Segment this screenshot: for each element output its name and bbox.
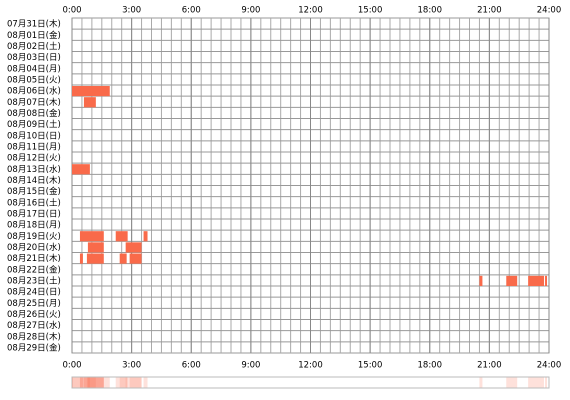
row-label: 07月31日(木): [7, 19, 61, 30]
activity-bar: [119, 253, 127, 264]
summary-bar: [79, 377, 83, 388]
x-tick-label-bottom: 12:00: [298, 361, 323, 371]
row-label: 08月15日(金): [7, 186, 61, 197]
activity-bar: [87, 242, 104, 253]
x-tick-label-top: 3:00: [122, 6, 141, 16]
activity-bar: [86, 253, 104, 264]
activity-bar: [479, 275, 483, 286]
x-tick-label-bottom: 18:00: [418, 361, 443, 371]
x-tick-label-top: 6:00: [182, 6, 201, 16]
x-tick-label-bottom: 15:00: [358, 361, 383, 371]
activity-bar: [72, 86, 110, 97]
x-tick-label-top: 24:00: [537, 6, 562, 16]
summary-bar: [125, 377, 142, 388]
row-label: 08月19日(火): [7, 232, 61, 242]
row-label: 08月09日(土): [7, 119, 61, 130]
x-tick-label-top: 9:00: [241, 6, 260, 16]
row-label: 08月14日(木): [7, 175, 61, 186]
row-label: 08月11日(月): [7, 142, 61, 152]
activity-bar: [79, 231, 104, 242]
row-label: 08月29日(金): [7, 342, 61, 353]
x-tick-label-top: 0:00: [62, 6, 81, 16]
summary-bar: [143, 377, 148, 388]
x-tick-label-bottom: 21:00: [477, 361, 502, 371]
summary-bar: [83, 377, 96, 388]
summary-bar: [119, 377, 127, 388]
row-label: 08月26日(火): [7, 310, 61, 320]
x-tick-label-bottom: 9:00: [241, 361, 260, 371]
summary-bar: [79, 377, 104, 388]
row-label: 08月02日(土): [7, 41, 61, 52]
x-tick-label-top: 15:00: [358, 6, 383, 16]
activity-bar: [125, 242, 142, 253]
summary-bar: [528, 377, 545, 388]
activity-bar: [129, 253, 142, 264]
summary-bar: [72, 377, 90, 388]
row-label: 08月17日(日): [7, 209, 61, 219]
row-label: 08月25日(月): [7, 299, 61, 309]
summary-strip: [71, 376, 550, 389]
row-label: 08月18日(月): [7, 221, 61, 231]
row-label: 08月28日(木): [7, 331, 61, 342]
row-label: 08月13日(水): [7, 164, 61, 175]
summary-bar: [87, 377, 104, 388]
row-label: 08月01日(金): [7, 30, 61, 41]
x-tick-label-bottom: 24:00: [537, 361, 562, 371]
row-label: 08月20日(水): [7, 242, 61, 253]
activity-bar: [83, 97, 96, 108]
x-tick-label-top: 18:00: [418, 6, 443, 16]
summary-bar: [115, 377, 128, 388]
summary-bar: [129, 377, 142, 388]
row-label: 08月12日(火): [7, 154, 61, 164]
row-label: 08月06日(水): [7, 86, 61, 97]
row-label: 08月22日(金): [7, 264, 61, 275]
activity-bar: [528, 275, 545, 286]
row-label: 08月27日(水): [7, 320, 61, 331]
x-tick-label-top: 21:00: [477, 6, 502, 16]
x-tick-label-bottom: 3:00: [122, 361, 141, 371]
row-label: 08月23日(土): [7, 275, 61, 286]
row-label: 08月03日(日): [7, 53, 61, 63]
row-label: 08月08日(金): [7, 108, 61, 119]
x-tick-label-bottom: 6:00: [182, 361, 201, 371]
activity-bar: [506, 275, 518, 286]
activity-bar: [72, 164, 90, 175]
row-label: 08月04日(月): [7, 64, 61, 74]
row-label: 08月24日(日): [7, 288, 61, 298]
row-label: 08月21日(木): [7, 253, 61, 264]
x-tick-label-bottom: 0:00: [62, 361, 81, 371]
summary-bar: [506, 377, 518, 388]
summary-bar: [72, 377, 110, 388]
row-label: 08月05日(火): [7, 75, 61, 85]
summary-bar: [545, 377, 548, 388]
activity-bar: [143, 231, 148, 242]
summary-bar: [86, 377, 104, 388]
row-label: 08月16日(土): [7, 197, 61, 208]
row-label: 08月07日(木): [7, 97, 61, 108]
activity-bar: [115, 231, 128, 242]
activity-bar: [545, 275, 548, 286]
activity-bar: [79, 253, 83, 264]
row-label: 08月10日(日): [7, 131, 61, 141]
summary-bar: [479, 377, 483, 388]
x-tick-label-top: 12:00: [298, 6, 323, 16]
